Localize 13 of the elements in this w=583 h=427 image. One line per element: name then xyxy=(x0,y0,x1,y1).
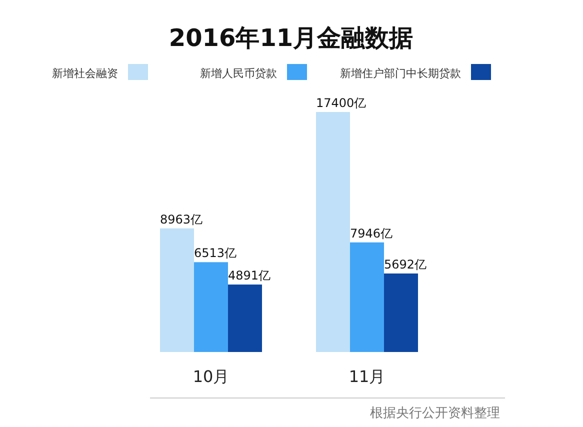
legend-label: 新增人民币贷款 xyxy=(200,67,277,80)
data-label: 17400亿 xyxy=(316,96,366,110)
text: 根据央行公开资料整理 xyxy=(370,406,500,421)
data-label: 6513亿 xyxy=(194,246,237,260)
data-label: 5692亿 xyxy=(384,257,427,272)
chart-title: 2016年11月金融数据 xyxy=(168,24,414,52)
data-label: 8963亿 xyxy=(160,212,203,226)
data-label: 7946亿 xyxy=(350,226,393,240)
x-tick-label: 10月 xyxy=(192,367,230,386)
legend-label: 新增社会融资 xyxy=(52,67,118,80)
data-label: 4891亿 xyxy=(228,268,271,283)
x-tick-label: 11月 xyxy=(348,367,386,386)
legend-label: 新增住户部门中长期贷款 xyxy=(340,67,461,80)
